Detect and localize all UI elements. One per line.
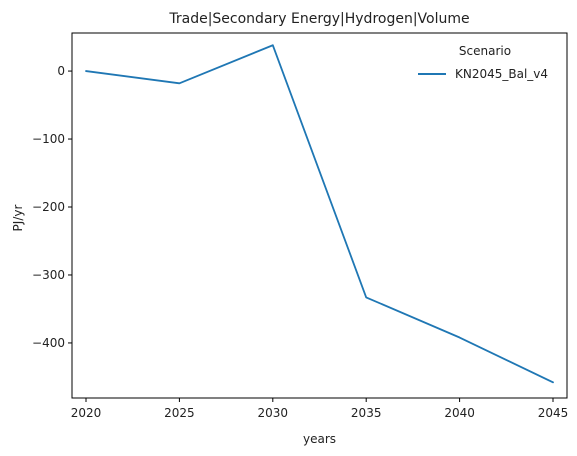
legend: Scenario KN2045_Bal_v4: [418, 44, 548, 81]
x-tick-label-2045: 2045: [538, 406, 569, 420]
y-tick-label-0: 0: [57, 64, 65, 78]
x-tick-label-2020: 2020: [71, 406, 102, 420]
y-tick-label-1: −100: [32, 132, 65, 146]
legend-label-kn2045-bal-v4: KN2045_Bal_v4: [455, 67, 548, 81]
y-tick-label-2: −200: [32, 200, 65, 214]
y-tick-label-3: −300: [32, 268, 65, 282]
series-line-0: [85, 44, 554, 384]
y-axis-label: PJ/yr: [11, 205, 25, 232]
x-tick-label-2040: 2040: [444, 406, 475, 420]
x-tick-label-2025: 2025: [164, 406, 195, 420]
y-tick-label-4: −400: [32, 336, 65, 350]
x-tick-label-2035: 2035: [351, 406, 382, 420]
plot-area: [71, 32, 568, 399]
chart-title: Trade|Secondary Energy|Hydrogen|Volume: [168, 11, 469, 27]
plot-frame: [71, 32, 568, 399]
x-tick-label-2030: 2030: [258, 406, 289, 420]
series-layer: [85, 44, 554, 384]
y-axis-ticks: 0 −100 −200 −300 −400: [32, 64, 72, 350]
x-axis-label: years: [303, 432, 336, 446]
legend-title: Scenario: [459, 44, 511, 58]
x-axis-ticks: 2020 2025 2030 2035 2040 2045: [71, 398, 569, 420]
